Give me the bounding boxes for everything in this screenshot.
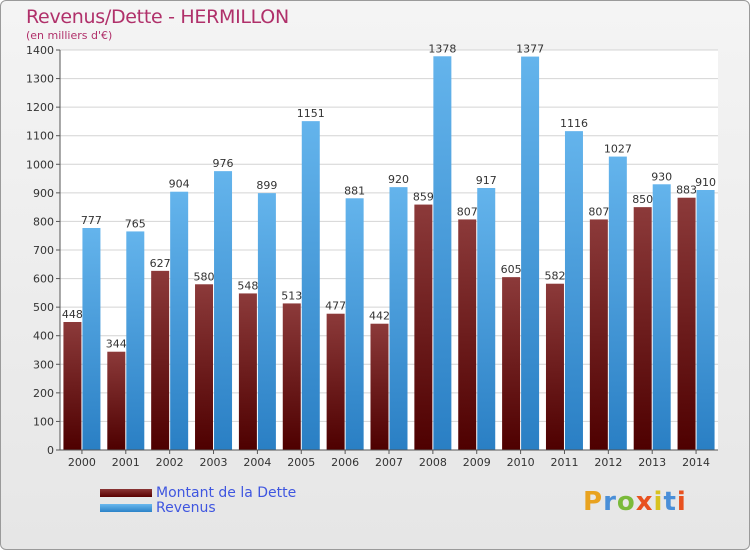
x-tick-label: 2004 — [243, 456, 271, 469]
data-label-revenus: 976 — [213, 157, 234, 170]
legend-swatch-revenus — [100, 504, 152, 512]
bar-dette — [326, 313, 345, 450]
data-label-revenus: 1151 — [297, 107, 325, 120]
data-label-dette: 344 — [106, 338, 127, 351]
data-label-revenus: 777 — [81, 214, 102, 227]
bar-revenus — [696, 190, 715, 450]
y-tick-label: 700 — [33, 244, 54, 257]
bar-dette — [502, 277, 521, 450]
data-label-dette: 859 — [413, 191, 434, 204]
bar-dette — [282, 303, 301, 450]
chart-title: Revenus/Dette - HERMILLON — [26, 6, 289, 28]
y-tick-label: 400 — [33, 330, 54, 343]
x-tick-label: 2008 — [419, 456, 447, 469]
bar-revenus — [564, 131, 583, 450]
bar-dette — [107, 351, 126, 450]
data-label-dette: 477 — [325, 300, 346, 313]
y-tick-label: 900 — [33, 187, 54, 200]
x-tick-label: 2003 — [200, 456, 228, 469]
x-tick-label: 2002 — [156, 456, 184, 469]
data-label-revenus: 881 — [344, 184, 365, 197]
x-tick-label: 2006 — [331, 456, 359, 469]
x-tick-label: 2011 — [550, 456, 578, 469]
bar-revenus — [608, 156, 627, 451]
bar-revenus — [170, 191, 189, 450]
data-label-dette: 582 — [544, 270, 565, 283]
bar-revenus — [652, 184, 671, 451]
data-label-revenus: 899 — [256, 179, 277, 192]
bar-dette — [589, 219, 608, 450]
data-label-dette: 883 — [676, 184, 697, 197]
bar-dette — [63, 322, 82, 450]
bar-dette — [151, 270, 170, 450]
y-tick-label: 1200 — [26, 101, 54, 114]
data-label-revenus: 765 — [125, 217, 146, 230]
bar-revenus — [433, 56, 452, 451]
data-label-revenus: 904 — [169, 178, 190, 191]
bar-revenus — [521, 56, 540, 450]
data-label-dette: 580 — [194, 270, 215, 283]
data-label-revenus: 1116 — [560, 117, 588, 130]
bar-dette — [458, 219, 477, 450]
bar-revenus — [214, 171, 233, 450]
data-label-revenus: 1027 — [604, 143, 632, 156]
y-tick-label: 300 — [33, 358, 54, 371]
data-label-dette: 807 — [457, 205, 478, 218]
chart-subtitle: (en milliers d'€) — [26, 29, 113, 42]
x-tick-label: 2005 — [287, 456, 315, 469]
bar-revenus — [477, 188, 496, 450]
x-tick-label: 2001 — [112, 456, 140, 469]
bar-revenus — [345, 198, 364, 450]
y-tick-label: 1300 — [26, 73, 54, 86]
x-tick-label: 2014 — [682, 456, 710, 469]
y-tick-label: 100 — [33, 415, 54, 428]
legend-label-revenus: Revenus — [156, 500, 216, 516]
x-tick-label: 2012 — [594, 456, 622, 469]
legend-label-dette: Montant de la Dette — [156, 485, 297, 501]
data-label-revenus: 1378 — [428, 42, 456, 55]
data-label-dette: 548 — [237, 279, 258, 292]
data-label-revenus: 930 — [651, 170, 672, 183]
x-tick-label: 2000 — [68, 456, 96, 469]
x-tick-label: 2007 — [375, 456, 403, 469]
y-tick-label: 1400 — [26, 44, 54, 57]
x-tick-label: 2010 — [507, 456, 535, 469]
bar-revenus — [257, 193, 276, 450]
y-tick-label: 500 — [33, 301, 54, 314]
data-label-revenus: 1377 — [516, 43, 544, 56]
bar-revenus — [82, 228, 101, 450]
x-tick-label: 2013 — [638, 456, 666, 469]
bar-revenus — [389, 187, 408, 450]
y-tick-label: 0 — [47, 444, 54, 457]
y-tick-label: 800 — [33, 215, 54, 228]
bar-revenus — [126, 231, 145, 450]
data-label-revenus: 920 — [388, 173, 409, 186]
bar-dette — [195, 284, 214, 450]
bar-dette — [414, 204, 433, 450]
data-label-dette: 807 — [588, 205, 609, 218]
bar-dette — [633, 207, 652, 450]
x-tick-label: 2009 — [463, 456, 491, 469]
proxiti-logo: Proxiti — [583, 487, 687, 517]
y-tick-label: 200 — [33, 387, 54, 400]
y-tick-label: 1000 — [26, 158, 54, 171]
data-label-dette: 850 — [632, 193, 653, 206]
data-label-revenus: 910 — [695, 176, 716, 189]
bar-dette — [238, 293, 257, 450]
data-label-dette: 442 — [369, 310, 390, 323]
data-label-revenus: 917 — [476, 174, 497, 187]
data-label-dette: 513 — [281, 289, 302, 302]
data-label-dette: 627 — [150, 257, 171, 270]
legend-swatch-dette — [100, 489, 152, 497]
data-label-dette: 605 — [501, 263, 522, 276]
bar-dette — [370, 323, 389, 450]
bar-dette — [677, 197, 696, 450]
data-label-dette: 448 — [62, 308, 83, 321]
bar-dette — [545, 283, 564, 450]
bar-revenus — [301, 121, 320, 451]
y-tick-label: 1100 — [26, 130, 54, 143]
y-tick-label: 600 — [33, 273, 54, 286]
